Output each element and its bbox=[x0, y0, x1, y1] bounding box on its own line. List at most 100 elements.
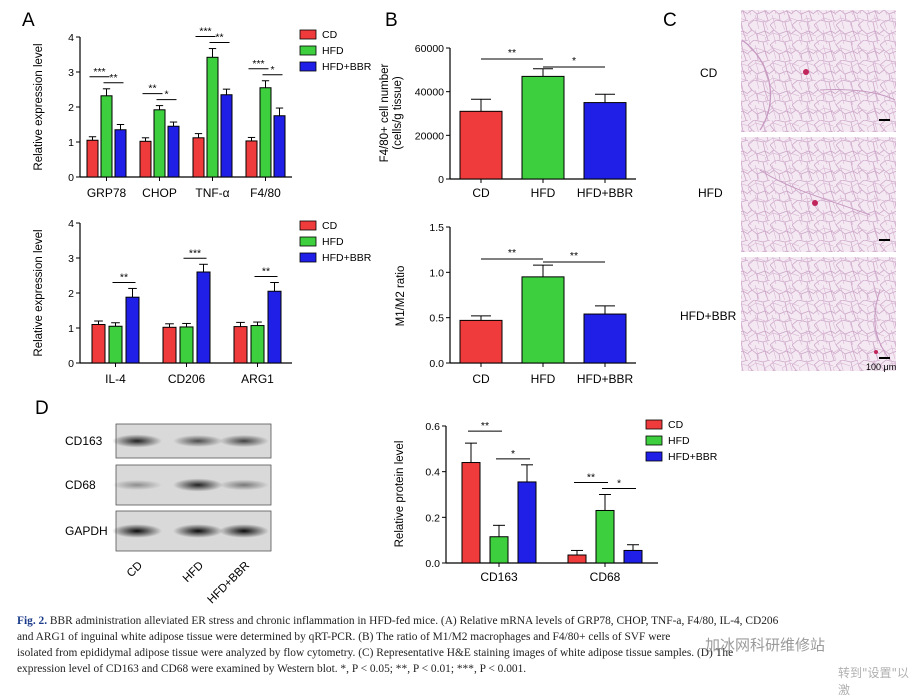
bar-hfd bbox=[489, 536, 509, 564]
bar-cd bbox=[86, 139, 99, 178]
blot-band bbox=[219, 479, 269, 491]
significance-label: *** bbox=[252, 58, 264, 70]
legend-swatch bbox=[299, 252, 317, 263]
blot-lane-label: CD bbox=[125, 560, 145, 580]
panel-letter-d: D bbox=[35, 398, 49, 419]
y-tick-label: 0.4 bbox=[425, 467, 440, 479]
blot-band bbox=[173, 478, 223, 492]
bar-hfd bbox=[521, 276, 565, 364]
significance-label: ** bbox=[262, 266, 270, 278]
legend-swatch bbox=[299, 29, 317, 40]
x-tick-label: CD206 bbox=[168, 372, 206, 386]
bar-hfd-bbr bbox=[583, 102, 627, 180]
bar-hfd-bbr bbox=[267, 290, 282, 364]
y-tick-label: 2 bbox=[68, 102, 74, 114]
x-tick-label: CD bbox=[472, 186, 490, 200]
y-tick-label: 1 bbox=[68, 137, 74, 149]
bar-hfd-bbr bbox=[273, 115, 286, 178]
chart-a-mrna-m2-markers: 0 1 2 3 4 Relative expression level IL-4 CD206 A… bbox=[33, 218, 292, 386]
figure-caption: Fig. 2. BBR administration alleviated ER… bbox=[17, 613, 917, 677]
bar-hfd bbox=[108, 325, 123, 364]
bar-hfd-bbr bbox=[623, 549, 643, 564]
significance-label: ** bbox=[587, 472, 595, 484]
bar-hfd bbox=[259, 87, 272, 178]
legend-label: HFD+BBR bbox=[322, 252, 372, 264]
bar-hfd bbox=[100, 95, 113, 178]
y-tick-label: 0.6 bbox=[425, 421, 440, 433]
histology-label-cd: CD bbox=[700, 66, 718, 80]
panel-letter-b: B bbox=[385, 10, 398, 31]
bar-cd bbox=[233, 326, 248, 364]
x-tick-label: HFD+BBR bbox=[577, 372, 634, 386]
y-axis-label: Relative expression level bbox=[33, 229, 45, 356]
x-tick-label: HFD bbox=[531, 372, 556, 386]
bar-cd bbox=[162, 326, 177, 364]
x-tick-label: IL-4 bbox=[105, 372, 126, 386]
legend-a-top: CD HFD HFD+BBR bbox=[299, 29, 372, 73]
blot-row-label: CD68 bbox=[65, 478, 96, 492]
histology-label-hfd: HFD bbox=[698, 186, 723, 200]
legend-swatch bbox=[645, 451, 663, 462]
x-tick-label: ARG1 bbox=[241, 372, 274, 386]
bar-cd bbox=[245, 140, 258, 178]
blot-row-label: CD163 bbox=[65, 434, 103, 448]
y-tick-label: 20000 bbox=[415, 130, 444, 142]
scale-bar-label: 100 μm bbox=[866, 362, 896, 372]
y-tick-label: 1 bbox=[68, 323, 74, 335]
blot-row-label: GAPDH bbox=[65, 524, 108, 538]
significance-label: ** bbox=[570, 250, 578, 262]
bar-hfd bbox=[595, 509, 615, 564]
significance-label: *** bbox=[199, 26, 211, 38]
bar-hfd-bbr bbox=[196, 271, 211, 364]
chart-a-mrna-er-stress: 0 1 2 3 4 Relative expression level GRP78 CHOP T… bbox=[33, 26, 292, 200]
significance-label: * bbox=[164, 89, 168, 101]
significance-label: ** bbox=[109, 72, 117, 84]
x-tick-label: CD bbox=[472, 372, 490, 386]
bar-cd bbox=[91, 324, 106, 364]
watermark-line-2: 转到"设置"以激 bbox=[838, 666, 910, 697]
blot-band bbox=[173, 435, 223, 447]
bar-cd bbox=[459, 110, 503, 180]
bar-hfd-bbr bbox=[167, 125, 180, 178]
y-tick-label: 1.0 bbox=[429, 267, 444, 279]
legend-label: HFD+BBR bbox=[668, 451, 718, 463]
legend-label: HFD bbox=[322, 45, 344, 57]
chart-b-m1m2-ratio: 0.0 0.5 1.0 1.5 M1/M2 ratio CD HFD HFD+BBR ** ** bbox=[395, 222, 636, 386]
x-tick-label: HFD+BBR bbox=[577, 186, 634, 200]
x-tick-label: F4/80 bbox=[250, 186, 281, 200]
blot-band bbox=[112, 479, 162, 491]
legend-a-bottom: CD HFD HFD+BBR bbox=[299, 220, 372, 264]
blot-band bbox=[219, 434, 269, 448]
bar-hfd-bbr bbox=[517, 481, 537, 564]
y-axis-label: Relative protein level bbox=[394, 441, 406, 548]
blot-band bbox=[219, 524, 269, 538]
significance-label: ** bbox=[148, 83, 156, 95]
figure-canvas: A B C D 0 1 2 3 4 Relative expression level GR… bbox=[22, 10, 896, 607]
y-axis-label-line: Relative expression level bbox=[33, 229, 45, 356]
panel-letter-c: C bbox=[663, 10, 677, 31]
legend-label: HFD bbox=[668, 435, 690, 447]
significance-label: ** bbox=[508, 47, 516, 59]
y-axis-label: F4/80+ cell number (cells/g tissue) bbox=[379, 63, 404, 162]
legend-swatch bbox=[299, 220, 317, 231]
histology-image-hfd-bbr bbox=[741, 257, 896, 371]
bar-cd bbox=[461, 462, 481, 564]
y-tick-label: 3 bbox=[68, 67, 74, 79]
bar-cd bbox=[459, 319, 503, 364]
legend-label: CD bbox=[322, 220, 338, 232]
chart-d-protein-level: 0.0 0.2 0.4 0.6 Relative protein level CD163 C… bbox=[394, 420, 658, 584]
bar-hfd-bbr bbox=[583, 313, 627, 364]
y-axis-label: Relative expression level bbox=[33, 43, 45, 170]
western-blot: CD163 CD68 GAPDH CD HFD HFD+BBR bbox=[65, 423, 272, 607]
caption-line-1: BBR administration alleviated ER stress … bbox=[47, 615, 779, 627]
x-tick-label: HFD bbox=[531, 186, 556, 200]
histology-panel: CD HFD HFD+BBR 100 μm bbox=[680, 10, 896, 372]
y-axis-label-line: M1/M2 ratio bbox=[395, 266, 407, 327]
significance-label: ** bbox=[215, 32, 223, 44]
caption-line-3: isolated from epididymal adipose tissue … bbox=[17, 647, 734, 659]
significance-label: ** bbox=[508, 247, 516, 259]
legend-label: CD bbox=[668, 419, 684, 431]
blot-lane-label: HFD+BBR bbox=[205, 560, 252, 607]
bar-cd bbox=[192, 137, 205, 178]
panel-letter-a: A bbox=[22, 10, 35, 31]
